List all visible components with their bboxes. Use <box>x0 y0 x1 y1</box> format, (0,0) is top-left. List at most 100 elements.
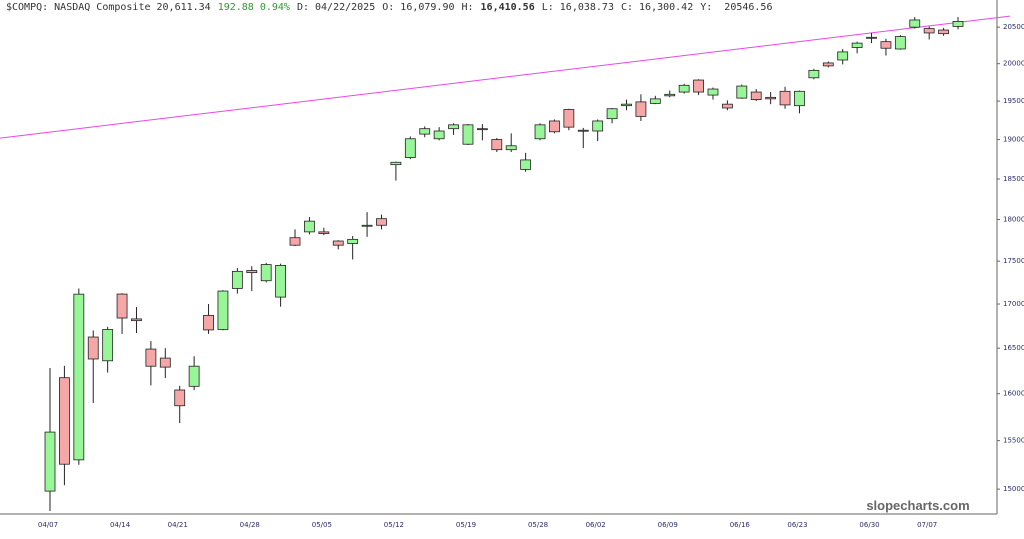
x-tick-label: 05/12 <box>384 521 404 529</box>
header-item: Y: 20546.56 <box>700 2 773 13</box>
y-tick-label: 17500 <box>1003 257 1024 265</box>
candle-body <box>635 101 647 117</box>
candle-body <box>952 21 964 27</box>
candle-body <box>505 145 517 151</box>
x-tick-label: 06/02 <box>586 521 606 529</box>
x-tick-label: 04/07 <box>38 521 58 529</box>
x-tick-label: 05/19 <box>456 521 476 529</box>
y-tick-label: 18000 <box>1003 216 1024 224</box>
x-tick-label: 05/05 <box>312 521 332 529</box>
candle-body <box>318 231 330 234</box>
candle-body <box>145 348 157 367</box>
candle-body <box>260 264 272 282</box>
candle-body <box>923 28 935 34</box>
candle-body <box>938 29 949 35</box>
candle-body <box>390 161 402 166</box>
y-tick-label: 16000 <box>1003 390 1024 398</box>
x-tick-label: 04/28 <box>240 521 260 529</box>
trendline <box>0 15 1011 139</box>
header-item: 16,410.56 <box>480 2 535 13</box>
candle-body <box>606 108 618 120</box>
x-tick-label: 06/16 <box>730 521 751 529</box>
candle-body <box>87 336 99 360</box>
candle-body <box>491 139 503 151</box>
candle-body <box>275 264 287 298</box>
candle-body <box>116 293 128 319</box>
y-tick-label: 18500 <box>1003 175 1024 183</box>
y-tick-label: 19500 <box>1003 97 1024 105</box>
candle-body <box>693 79 704 93</box>
candle-body <box>73 293 85 461</box>
candle-body <box>102 329 114 362</box>
x-tick-label: 06/23 <box>787 521 807 529</box>
candle-body <box>188 365 200 387</box>
y-tick-label: 19000 <box>1003 136 1024 144</box>
quote-header: $COMPQ: NASDAQ Composite 20,611.34 192.88… <box>6 2 772 13</box>
candle-body <box>678 84 690 93</box>
watermark: slopecharts.com <box>866 498 969 513</box>
candle-body <box>736 85 748 99</box>
y-tick-label: 20500 <box>1003 23 1024 31</box>
candle-body <box>649 98 661 104</box>
candle-body <box>476 128 488 131</box>
candle-body <box>462 124 474 145</box>
candle-body <box>332 240 344 246</box>
header-item: C: 16,300.42 <box>620 2 694 13</box>
candle-body <box>808 69 820 79</box>
candle-body <box>721 103 733 109</box>
x-tick-label: 06/09 <box>658 521 678 529</box>
header-item: D: 04/22/2025 <box>296 2 376 13</box>
candle-body <box>289 237 301 246</box>
candle-body <box>664 93 676 97</box>
candle-body <box>304 220 315 233</box>
candle-body <box>621 103 632 107</box>
header-item: $COMPQ: NASDAQ Composite 20,611.34 <box>6 2 211 13</box>
candle-body <box>217 290 229 330</box>
x-tick-label: 04/14 <box>110 521 131 529</box>
candle-body <box>520 159 532 170</box>
candle-body <box>131 318 142 322</box>
candle-body <box>159 357 171 368</box>
candle-body <box>577 129 589 132</box>
candle-body <box>534 124 546 140</box>
candle-body <box>909 19 921 28</box>
candle-body <box>347 238 359 244</box>
candle-body <box>433 130 445 140</box>
candle-body <box>851 42 863 48</box>
candle-body <box>563 109 575 128</box>
y-tick-label: 15000 <box>1003 485 1024 493</box>
candle-body <box>174 389 186 407</box>
x-tick-label: 04/21 <box>168 521 188 529</box>
x-tick-label: 05/28 <box>528 521 548 529</box>
candle-body <box>448 124 459 130</box>
candle-body <box>707 88 719 96</box>
candle-body <box>549 120 560 133</box>
candle-body <box>59 377 70 465</box>
candle-body <box>765 96 777 100</box>
candle-body <box>750 91 762 101</box>
header-item: L: 16,038.73 <box>541 2 614 13</box>
candle-body <box>246 270 258 274</box>
candle-body <box>592 120 604 132</box>
candle-body <box>794 90 805 107</box>
y-tick-label: 20000 <box>1003 60 1024 68</box>
candle-body <box>822 62 834 67</box>
header-item: 192.88 0.94% <box>217 2 290 13</box>
candle-body <box>376 218 387 226</box>
y-tick-label: 16500 <box>1003 344 1024 352</box>
candle-body <box>894 36 906 50</box>
candle-body <box>44 431 56 492</box>
candle-body <box>837 51 849 61</box>
candle-body <box>866 36 877 39</box>
candle-body <box>779 90 791 106</box>
header-item: H: <box>461 2 474 13</box>
x-tick-label: 07/07 <box>917 521 937 529</box>
header-item: O: 16,079.90 <box>382 2 455 13</box>
candle-body <box>880 41 892 49</box>
x-tick-label: 06/30 <box>859 521 879 529</box>
candle-body <box>231 270 243 289</box>
candle-body <box>361 224 373 227</box>
y-tick-label: 17000 <box>1003 300 1024 308</box>
